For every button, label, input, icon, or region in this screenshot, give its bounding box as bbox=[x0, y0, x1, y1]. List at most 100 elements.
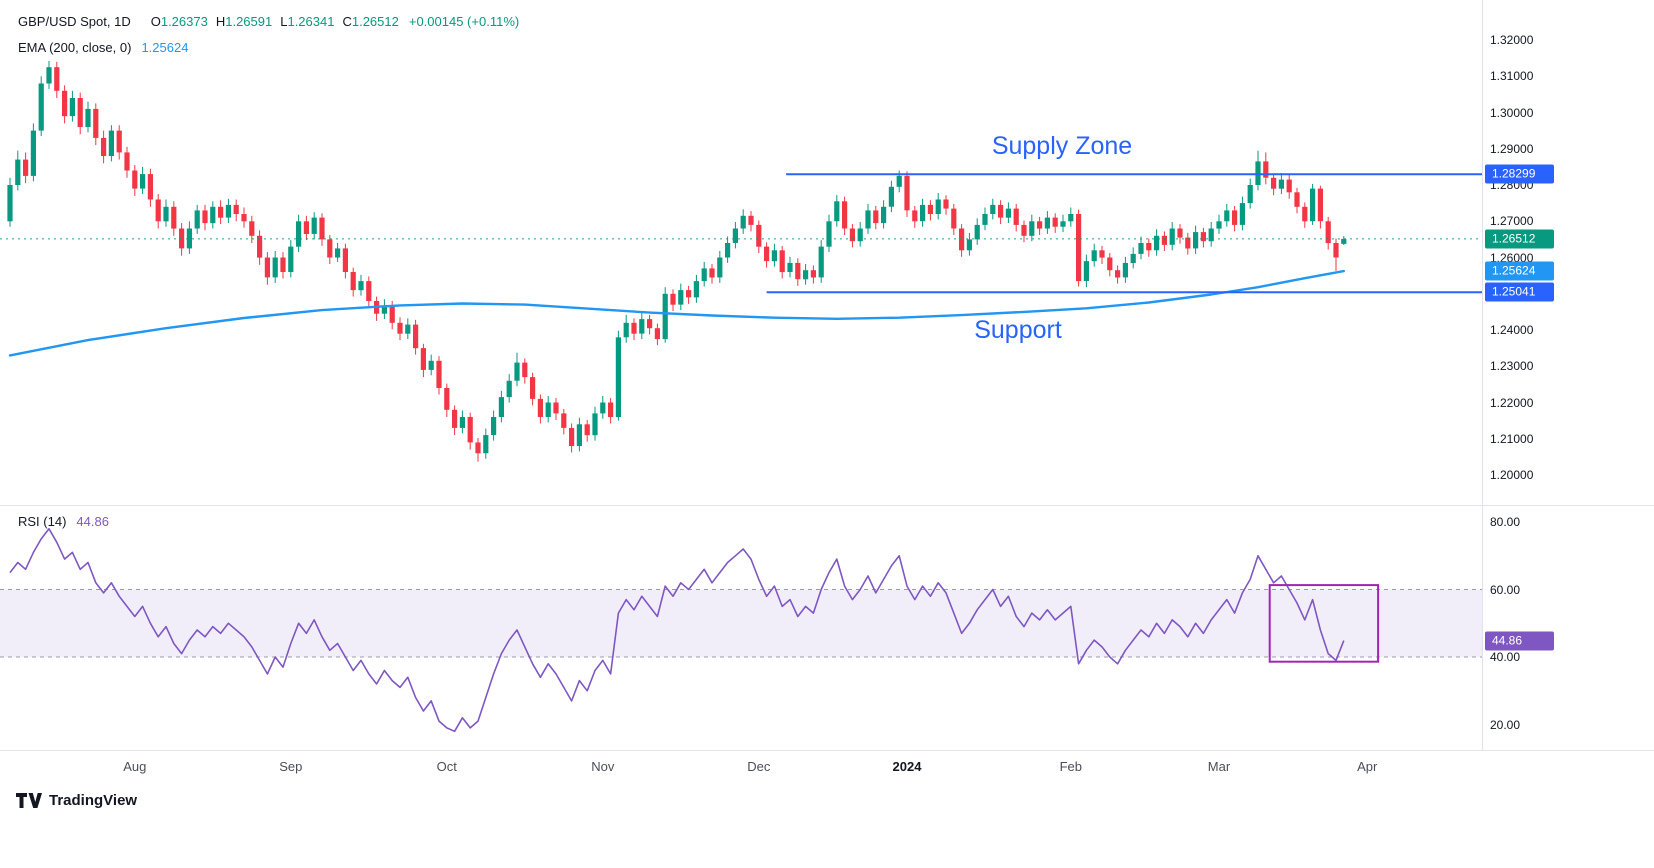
candle-body bbox=[350, 272, 356, 291]
candle-body bbox=[803, 270, 809, 280]
candle-body bbox=[108, 130, 114, 156]
candle-body bbox=[1052, 217, 1058, 227]
time-axis-label: Dec bbox=[747, 759, 771, 774]
price-tick-label: 1.20000 bbox=[1490, 468, 1534, 482]
candle-body bbox=[686, 290, 692, 298]
candle-body bbox=[647, 319, 653, 329]
high-label: H bbox=[215, 14, 226, 29]
ema-legend[interactable]: EMA (200, close, 0) 1.25624 bbox=[18, 40, 188, 55]
change-value: +0.00145 (+0.11%) bbox=[408, 14, 520, 29]
candle-body bbox=[514, 362, 520, 381]
candle-body bbox=[506, 380, 512, 398]
candle-body bbox=[1177, 228, 1183, 238]
candle-body bbox=[1286, 179, 1292, 193]
candle-body bbox=[842, 201, 848, 229]
candle-body bbox=[904, 175, 910, 211]
candle-body bbox=[725, 243, 731, 258]
time-axis[interactable]: Aug Sep Oct Nov Dec 2024 Feb Mar Apr bbox=[0, 751, 1482, 781]
candle-body bbox=[38, 83, 44, 131]
candle-body bbox=[140, 174, 146, 189]
candle-body bbox=[413, 324, 419, 349]
candle-body bbox=[280, 257, 286, 272]
candle-body bbox=[530, 377, 536, 399]
rsi-tick-label: 20.00 bbox=[1490, 717, 1521, 732]
candle-body bbox=[561, 413, 567, 428]
price-tick-label: 1.22000 bbox=[1490, 395, 1534, 410]
price-badge: 1.26512 bbox=[1485, 229, 1554, 249]
candle-body bbox=[397, 322, 403, 334]
candle-body bbox=[1076, 214, 1082, 282]
open-label: O bbox=[150, 14, 161, 29]
candle-body bbox=[85, 108, 91, 127]
candle-body bbox=[881, 206, 887, 224]
rsi-highlight-box[interactable] bbox=[1268, 584, 1380, 663]
candle-body bbox=[849, 228, 855, 242]
price-tick-label: 1.31000 bbox=[1490, 69, 1534, 84]
candle-body bbox=[998, 204, 1004, 218]
open-value: 1.26373 bbox=[160, 14, 208, 29]
candle-body bbox=[1263, 161, 1269, 178]
candle-body bbox=[155, 199, 161, 222]
candle-body bbox=[194, 210, 200, 229]
price-tick-label: 1.32000 bbox=[1490, 33, 1534, 47]
candle-body bbox=[1169, 228, 1175, 245]
candle-body bbox=[810, 270, 816, 278]
candle-body bbox=[982, 214, 988, 225]
time-axis-label: 2024 bbox=[892, 759, 922, 774]
candle-body bbox=[966, 239, 972, 251]
candle-body bbox=[1122, 262, 1128, 278]
candle-body bbox=[218, 206, 224, 218]
candle-body bbox=[264, 257, 270, 278]
candle-body bbox=[15, 159, 21, 185]
candle-body bbox=[210, 206, 216, 224]
candle-body bbox=[132, 170, 138, 189]
supply-zone-label[interactable]: Supply Zone bbox=[991, 132, 1133, 160]
candle-body bbox=[631, 322, 637, 334]
candle-body bbox=[1099, 250, 1105, 258]
candle-body bbox=[600, 402, 606, 414]
candle-body bbox=[1083, 261, 1089, 281]
candle-body bbox=[865, 210, 871, 229]
candle-body bbox=[771, 250, 777, 262]
tradingview-logo[interactable]: TradingView bbox=[16, 792, 137, 809]
symbol-title[interactable]: GBP/USD Spot, 1D bbox=[18, 14, 131, 29]
ema-line[interactable] bbox=[8, 269, 1346, 357]
candle-body bbox=[483, 435, 489, 454]
price-axis[interactable]: 1.32000 1.31000 1.30000 1.29000 1.28000 1.270… bbox=[1482, 0, 1654, 751]
candle-body bbox=[873, 210, 879, 224]
candle-body bbox=[358, 281, 364, 291]
candle-body bbox=[1138, 243, 1144, 254]
candle-body bbox=[951, 208, 957, 229]
candle-body bbox=[1013, 208, 1019, 225]
rsi-tick-label: 80.00 bbox=[1490, 515, 1521, 529]
candle-body bbox=[420, 348, 426, 370]
candle-body bbox=[171, 206, 177, 229]
price-tick-label: 1.27000 bbox=[1490, 214, 1534, 229]
candle-body bbox=[1037, 221, 1043, 229]
candle-body bbox=[491, 417, 497, 436]
rsi-tick-label: 60.00 bbox=[1490, 582, 1521, 597]
candle-body bbox=[77, 98, 83, 127]
candlestick-series bbox=[7, 61, 1347, 462]
candle-body bbox=[23, 159, 29, 176]
price-tick-label: 1.21000 bbox=[1490, 431, 1534, 446]
candle-body bbox=[553, 402, 559, 414]
candle-body bbox=[1278, 179, 1284, 189]
rsi-value: 44.86 bbox=[76, 514, 109, 529]
candle-body bbox=[475, 442, 481, 454]
candle-body bbox=[1005, 208, 1011, 218]
rsi-line bbox=[9, 527, 1345, 733]
candle-body bbox=[522, 362, 528, 378]
candle-body bbox=[1060, 221, 1066, 227]
candle-body bbox=[319, 217, 325, 240]
candle-body bbox=[1185, 237, 1191, 249]
support-label[interactable]: Support bbox=[974, 316, 1062, 344]
candle-body bbox=[186, 228, 192, 249]
symbol-legend[interactable]: GBP/USD Spot, 1D O 1.26373 H 1.26591 L 1.26… bbox=[18, 14, 519, 29]
candle-body bbox=[1154, 235, 1160, 251]
time-axis-label: Apr bbox=[1357, 759, 1378, 774]
rsi-legend[interactable]: RSI (14) 44.86 bbox=[18, 514, 109, 529]
candle-body bbox=[54, 67, 60, 91]
